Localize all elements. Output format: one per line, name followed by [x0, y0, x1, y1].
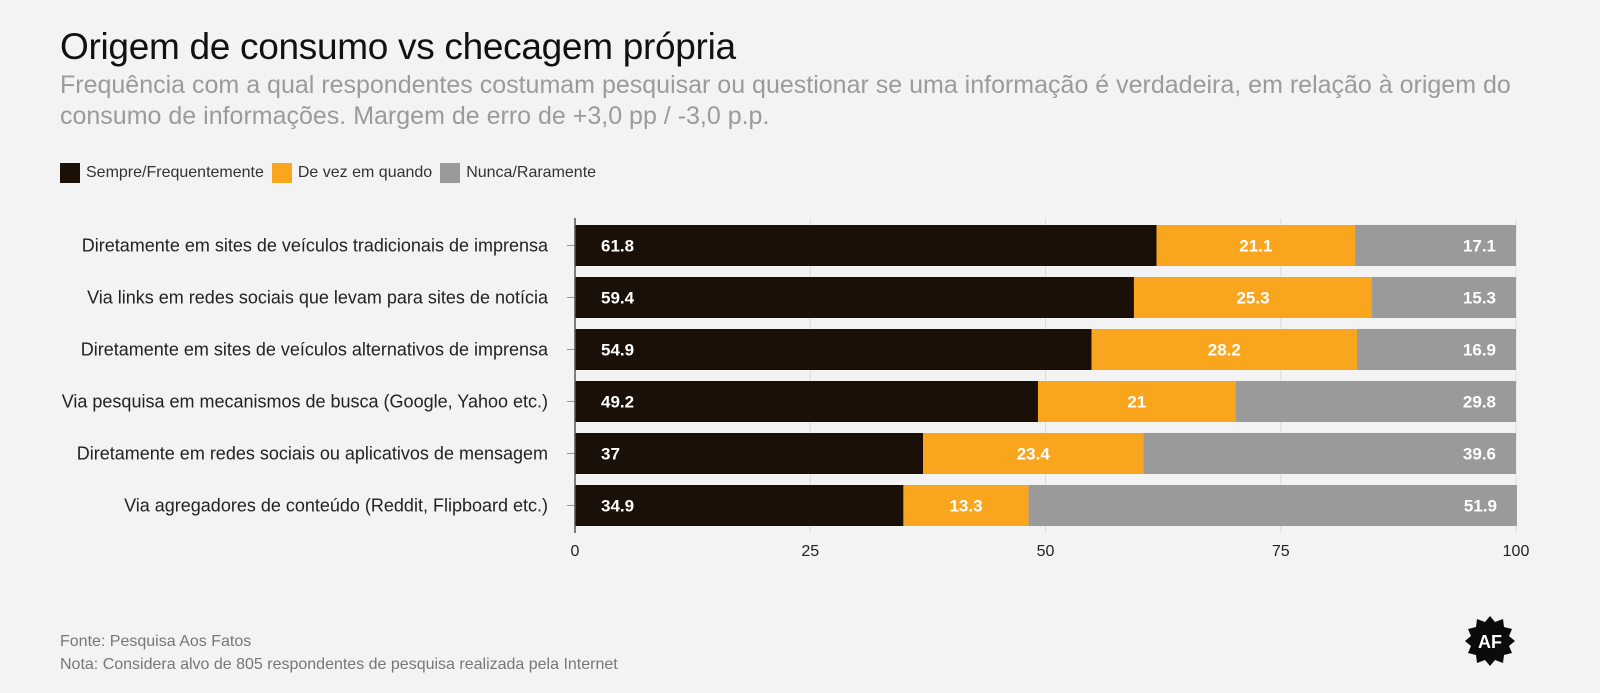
chart-footer: Fonte: Pesquisa Aos Fatos Nota: Consider…: [60, 630, 618, 676]
legend-label: Sempre/Frequentemente: [86, 164, 264, 181]
data-label: 37: [601, 445, 620, 464]
chart-legend: Sempre/Frequentemente De vez em quando Nun…: [60, 163, 604, 183]
category-label: Via agregadores de conteúdo (Reddit, Fli…: [124, 496, 548, 516]
legend-swatch: [60, 163, 80, 183]
data-label: 23.4: [1017, 445, 1051, 464]
chart-subtitle: Frequência com a qual respondentes costu…: [60, 71, 1511, 130]
legend-label: Nunca/Raramente: [466, 164, 597, 181]
category-label: Via pesquisa em mecanismos de busca (Goo…: [62, 392, 548, 412]
legend-item: De vez em quando: [271, 163, 433, 183]
bar-segment: [1028, 485, 1517, 526]
data-label: 16.9: [1463, 341, 1496, 360]
bar-segment: [575, 277, 1134, 318]
data-label: 13.3: [949, 497, 982, 516]
data-label: 17.1: [1463, 237, 1496, 256]
x-tick-label: 0: [571, 543, 580, 560]
x-tick-label: 25: [801, 543, 819, 560]
data-label: 39.6: [1463, 445, 1496, 464]
stacked-bar-chart: 61.8 21.1 17.1 Diretamente em sites de veíc…: [62, 218, 1530, 560]
bar-segment: [903, 485, 1029, 526]
x-tick-label: 75: [1272, 543, 1290, 560]
bar-segment: [923, 433, 1144, 474]
legend-swatch: [440, 163, 461, 183]
category-label: Diretamente em sites de veículos alterna…: [81, 340, 549, 360]
legend-item: Sempre/Frequentemente: [60, 163, 264, 183]
bar-segment: [575, 329, 1092, 370]
data-label: 54.9: [601, 341, 634, 360]
bar-segment: [1133, 277, 1373, 318]
bar-segment: [575, 485, 904, 526]
data-label: 21: [1127, 393, 1146, 412]
bar-segment: [1037, 381, 1236, 422]
x-tick-label: 100: [1503, 543, 1530, 560]
bar-segment: [575, 381, 1038, 422]
data-label: 61.8: [601, 237, 634, 256]
bar-segment: [1156, 225, 1356, 266]
bar-segment: [1372, 277, 1516, 318]
data-label: 29.8: [1463, 393, 1496, 412]
bar-segment: [1143, 433, 1516, 474]
legend-item: Nunca/Raramente: [440, 163, 596, 183]
bar-segment: [575, 225, 1157, 266]
source-note: Fonte: Pesquisa Aos Fatos: [60, 633, 252, 650]
bar-segment: [1091, 329, 1357, 370]
legend-label: De vez em quando: [297, 164, 433, 181]
data-label: 15.3: [1463, 289, 1496, 308]
category-label: Diretamente em redes sociais ou aplicati…: [77, 444, 548, 464]
bar-segment: [1235, 381, 1516, 422]
logo-badge-shape: [1465, 616, 1515, 666]
bar-segment: [1355, 225, 1516, 266]
data-label: 21.1: [1239, 237, 1272, 256]
legend-swatch: [271, 163, 292, 183]
data-label: 59.4: [601, 289, 635, 308]
data-label: 28.2: [1208, 341, 1241, 360]
category-label: Via links em redes sociais que levam par…: [87, 288, 549, 308]
data-label: 25.3: [1236, 289, 1269, 308]
chart-title: Origem de consumo vs checagem própria: [60, 26, 736, 67]
data-label: 34.9: [601, 497, 634, 516]
logo-text: AF: [1478, 632, 1502, 652]
data-label: 51.9: [1464, 497, 1497, 516]
category-label: Diretamente em sites de veículos tradici…: [82, 236, 549, 256]
x-tick-label: 50: [1037, 543, 1055, 560]
bar-segment: [1356, 329, 1516, 370]
aos-fatos-logo: AF: [1465, 616, 1515, 666]
bar-segment: [575, 433, 924, 474]
methodology-note: Nota: Considera alvo de 805 respondentes…: [60, 656, 618, 673]
data-label: 49.2: [601, 393, 634, 412]
